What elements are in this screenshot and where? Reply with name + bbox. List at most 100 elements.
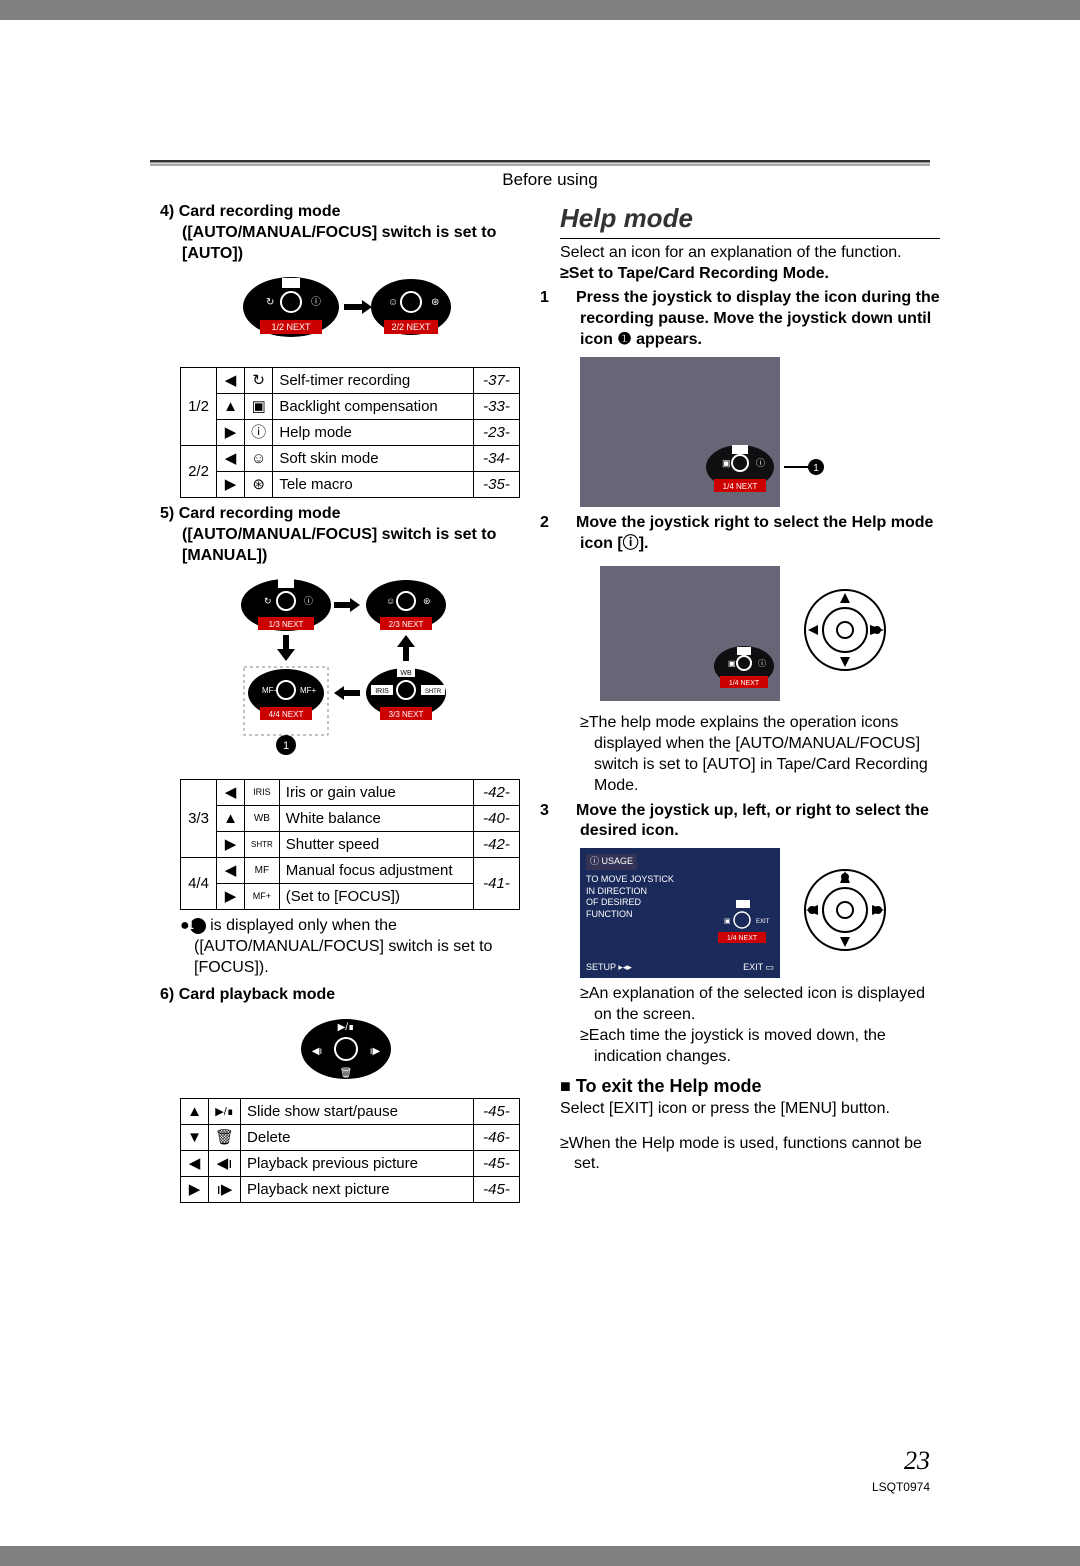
desc-cell: Tele macro [273,472,474,498]
desc-cell: Help mode [273,420,474,446]
svg-text:3/3 NEXT: 3/3 NEXT [389,710,424,719]
svg-text:SHTR: SHTR [425,689,442,695]
section-5-note: ●1 is displayed only when the ([AUTO/MAN… [180,916,532,978]
joystick-dial-icon [800,865,890,962]
group-cell: 1/2 [181,368,217,446]
desc-cell: Shutter speed [279,832,473,858]
page-cell: -42- [474,832,520,858]
arrow-cell: ▶ [217,472,245,498]
icon-cell: ▶/∎ [209,1099,241,1125]
page-cell: -33- [474,394,520,420]
icon-cell: ⓘ [245,420,273,446]
svg-text:🗑: 🗑 [340,1067,353,1079]
section-4-heading: 4) Card recording mode ([AUTO/MANUAL/FOC… [160,202,532,264]
doc-id: LSQT0974 [872,1480,930,1494]
page-cell: -45- [474,1099,520,1125]
section-title: Card recording mode ([AUTO/MANUAL/FOCUS]… [179,505,497,564]
svg-text:1/2 NEXT: 1/2 NEXT [271,322,311,332]
arrow-cell: ▶ [217,832,245,858]
desc-cell: Backlight compensation [273,394,474,420]
step-3-figure: ⓘ USAGE TO MOVE JOYSTICK IN DIRECTION OF… [580,848,940,978]
desc-cell: Manual focus adjustment [279,858,473,884]
section-5-heading: 5) Card recording mode ([AUTO/MANUAL/FOC… [160,504,532,566]
arrow-cell: ◀ [217,858,245,884]
exit-body: Select [EXIT] icon or press the [MENU] b… [560,1099,940,1120]
step-3: 3Move the joystick up, left, or right to… [560,801,940,843]
joystick-dial-icon [800,585,890,682]
svg-text:2/3 NEXT: 2/3 NEXT [389,620,424,629]
note2a: The help mode explains the operation ico… [589,714,928,793]
svg-text:▣: ▣ [722,458,731,468]
icon-cell: ı▶ [209,1177,241,1203]
arrow-cell: ▲ [217,394,245,420]
svg-text:☺: ☺ [386,596,395,606]
note3a: An explanation of the selected icon is d… [589,985,925,1023]
pre-text: Set to Tape/Card Recording Mode. [569,265,829,282]
icon-cell: 🗑 [209,1125,241,1151]
svg-text:↻: ↻ [264,596,272,606]
pre-step: ≥Set to Tape/Card Recording Mode. [560,264,940,285]
desc-cell: Delete [241,1125,474,1151]
icon-cell: MF [245,858,280,884]
arrow-cell: ▼ [181,1125,209,1151]
page-cell: -45- [474,1151,520,1177]
svg-text:1/4 NEXT: 1/4 NEXT [729,680,760,687]
left-column: 4) Card recording mode ([AUTO/MANUAL/FOC… [160,202,532,1209]
svg-text:▣: ▣ [728,659,736,668]
step-3-note-a: ≥An explanation of the selected icon is … [580,984,940,1026]
icon-cell: ↻ [245,368,273,394]
arrow-cell: ▶ [181,1177,209,1203]
desc-cell: Soft skin mode [273,446,474,472]
svg-text:1/4 NEXT: 1/4 NEXT [727,935,758,942]
group-cell: 3/3 [181,780,217,858]
usage-title: ⓘ USAGE [586,854,637,870]
svg-text:☺: ☺ [388,297,398,308]
note3b: Each time the joystick is moved down, th… [589,1027,886,1065]
svg-text:▶/∎: ▶/∎ [338,1022,355,1033]
final-note: ≥When the Help mode is used, functions c… [560,1134,940,1176]
page-cell: -40- [474,806,520,832]
svg-text:↻: ↻ [266,297,274,308]
svg-text:ⓘ: ⓘ [758,659,766,668]
icon-cell: ☺ [245,446,273,472]
arrow-cell: ▶ [217,420,245,446]
arrow-cell: ◀ [217,368,245,394]
header-rule [150,160,930,166]
desc-cell: (Set to [FOCUS]) [279,884,473,910]
desc-cell: Iris or gain value [279,780,473,806]
help-icon: ⓘ [623,535,639,552]
step-1-text: Press the joystick to display the icon d… [576,289,940,348]
icon-cell: SHTR [245,832,280,858]
svg-text:MF+: MF+ [300,686,317,695]
desc-cell: Self-timer recording [273,368,474,394]
desc-cell: Playback previous picture [241,1151,474,1177]
right-column: Help mode Select an icon for an explanat… [560,202,940,1209]
desc-cell: Slide show start/pause [241,1099,474,1125]
section-6-heading: 6) Card playback mode [160,985,532,1006]
page-cell: -45- [474,1177,520,1203]
icon-cell: ⊛ [245,472,273,498]
svg-text:IRIS: IRIS [375,688,389,695]
svg-text:EXIT: EXIT [756,919,770,925]
usage-footer: SETUP ▸◂▸ EXIT ▭ [586,962,774,974]
section-4-table: 1/2 ◀ ↻ Self-timer recording -37- ▲ ▣ Ba… [180,367,520,498]
page-cell: -41- [474,858,520,910]
arrow-cell: ▲ [181,1099,209,1125]
desc-cell: White balance [279,806,473,832]
svg-text:1/4 NEXT: 1/4 NEXT [723,482,758,491]
circled-1-icon: 1 [190,918,206,934]
section-4-figure: ↻ ⓘ 1/2 NEXT ☺ ⊛ 2/2 NEXT [160,272,532,359]
exit-label: EXIT ▭ [743,962,774,974]
svg-text:◀ı: ◀ı [312,1046,322,1057]
step-2b: ]. [639,535,649,552]
page-cell: -34- [474,446,520,472]
intro-text: Select an icon for an explanation of the… [560,243,940,264]
section-title: Card recording mode ([AUTO/MANUAL/FOCUS]… [179,203,497,262]
arrow-cell: ◀ [181,1151,209,1177]
desc-cell: Playback next picture [241,1177,474,1203]
two-columns: 4) Card recording mode ([AUTO/MANUAL/FOC… [160,202,940,1209]
step-1: 1Press the joystick to display the icon … [560,288,940,350]
svg-text:MF−: MF− [262,686,279,695]
svg-text:1: 1 [813,463,819,474]
step-2-photo: ▣ ⓘ 1/4 NEXT [600,566,780,701]
